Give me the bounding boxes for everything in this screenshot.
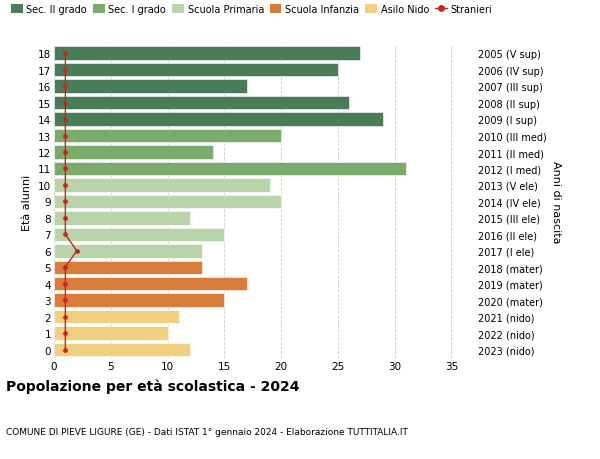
Bar	[54, 310, 179, 324]
Legend: Sec. II grado, Sec. I grado, Scuola Primaria, Scuola Infanzia, Asilo Nido, Stran: Sec. II grado, Sec. I grado, Scuola Prim…	[11, 5, 492, 15]
Bar	[54, 343, 190, 357]
Point	[61, 182, 70, 189]
Bar	[54, 245, 202, 258]
Point	[72, 247, 82, 255]
Point	[61, 231, 70, 239]
Bar	[54, 228, 224, 241]
Bar	[54, 261, 202, 274]
Point	[61, 346, 70, 353]
Bar	[54, 294, 224, 307]
Y-axis label: Anni di nascita: Anni di nascita	[551, 161, 561, 243]
Text: COMUNE DI PIEVE LIGURE (GE) - Dati ISTAT 1° gennaio 2024 - Elaborazione TUTTITAL: COMUNE DI PIEVE LIGURE (GE) - Dati ISTAT…	[6, 427, 408, 436]
Text: Popolazione per età scolastica - 2024: Popolazione per età scolastica - 2024	[6, 379, 299, 393]
Bar	[54, 162, 406, 176]
Point	[61, 198, 70, 206]
Bar	[54, 64, 338, 77]
Bar	[54, 277, 247, 291]
Bar	[54, 146, 213, 159]
Point	[61, 83, 70, 90]
Y-axis label: Età alunni: Età alunni	[22, 174, 32, 230]
Point	[61, 280, 70, 288]
Point	[61, 297, 70, 304]
Point	[61, 67, 70, 74]
Point	[61, 133, 70, 140]
Point	[61, 116, 70, 123]
Point	[61, 330, 70, 337]
Bar	[54, 195, 281, 209]
Bar	[54, 179, 269, 192]
Bar	[54, 327, 167, 340]
Point	[61, 264, 70, 271]
Bar	[54, 113, 383, 127]
Point	[61, 313, 70, 321]
Point	[61, 149, 70, 157]
Bar	[54, 129, 281, 143]
Bar	[54, 47, 361, 61]
Bar	[54, 212, 190, 225]
Bar	[54, 97, 349, 110]
Point	[61, 50, 70, 58]
Point	[61, 100, 70, 107]
Point	[61, 215, 70, 222]
Bar	[54, 80, 247, 94]
Point	[61, 165, 70, 173]
